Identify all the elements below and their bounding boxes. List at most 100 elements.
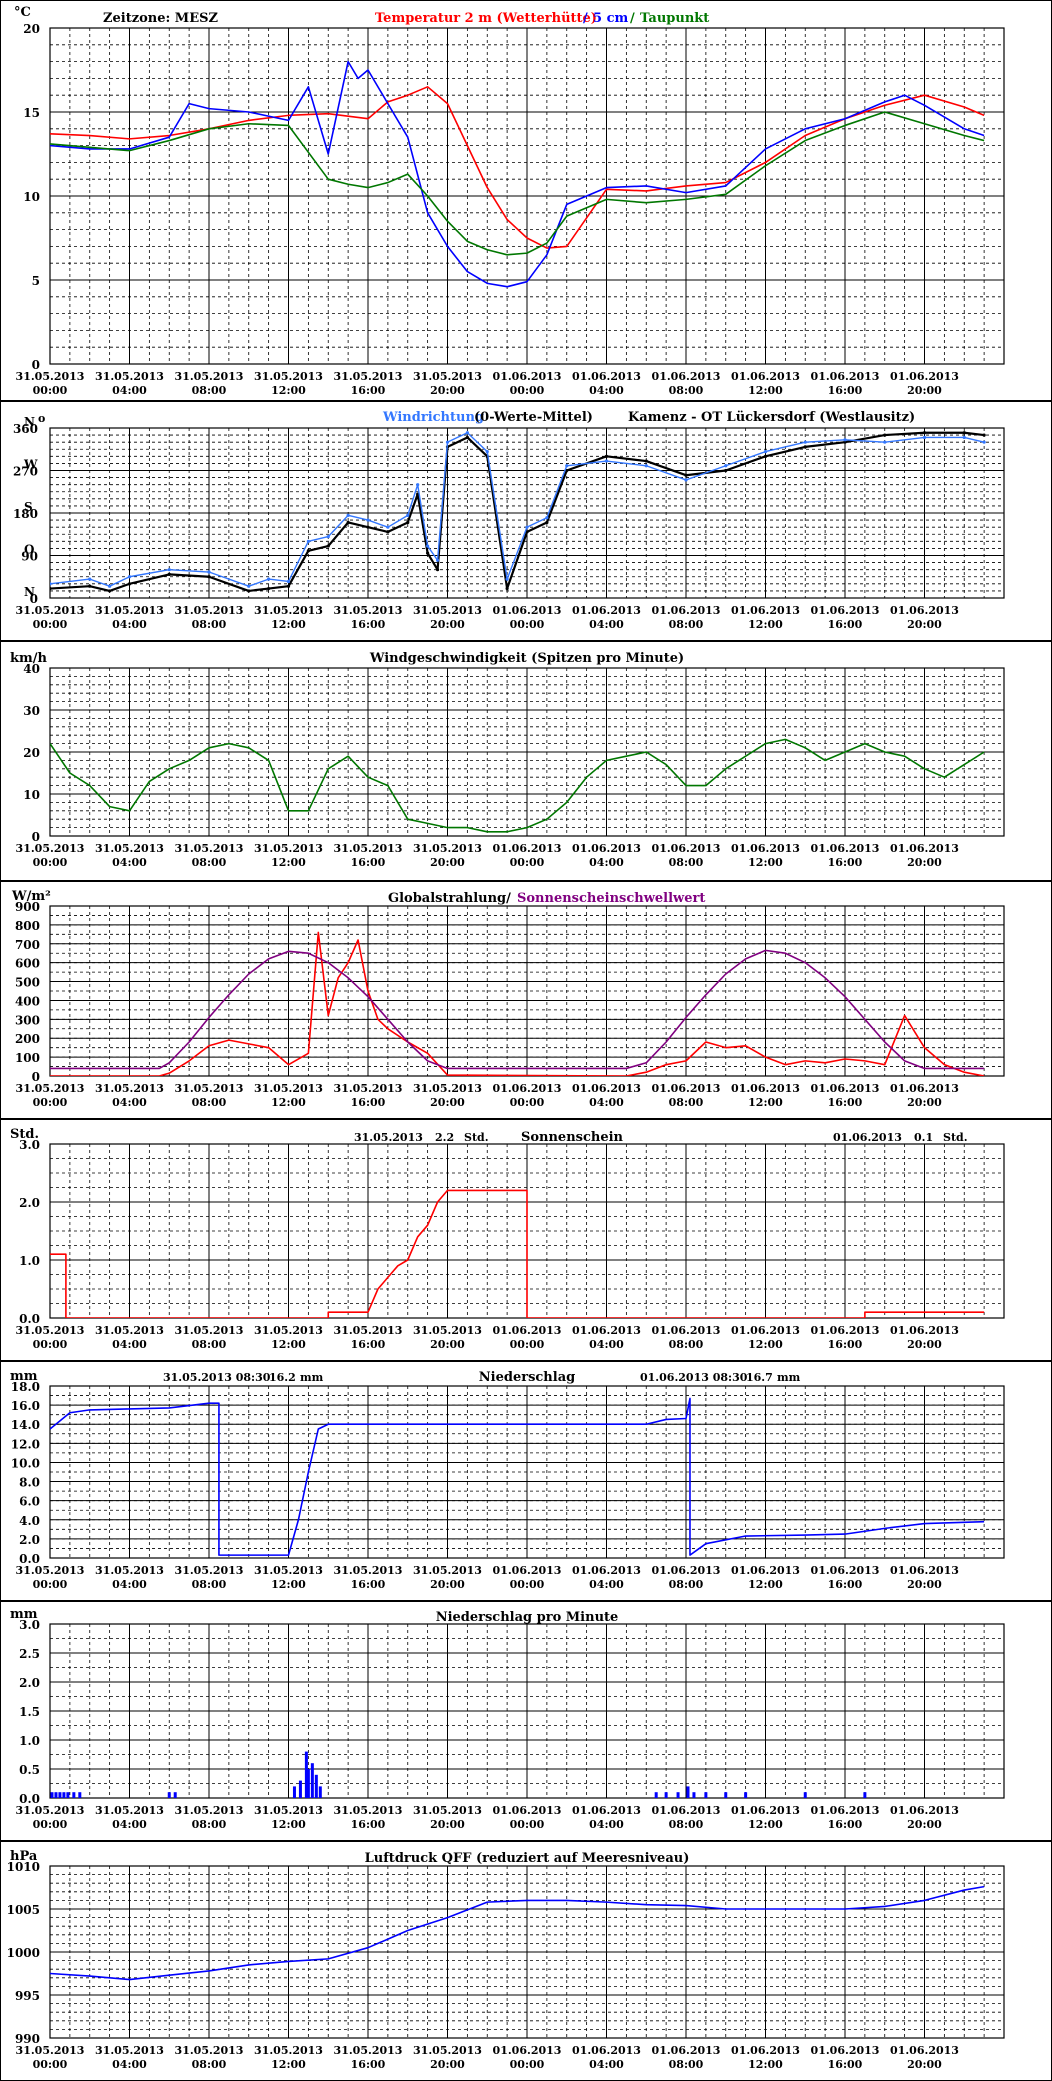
x-tick-date: 31.05.2013 <box>334 604 403 617</box>
data-point <box>525 525 529 529</box>
y-unit-label: mm <box>10 1607 38 1622</box>
x-tick-time: 04:00 <box>589 856 624 869</box>
bar-mark <box>686 1786 690 1798</box>
bar-mark <box>292 1786 296 1798</box>
x-tick-date: 01.06.2013 <box>811 1804 880 1817</box>
x-tick-time: 20:00 <box>907 2058 942 2071</box>
sum-unit: mm <box>777 1371 801 1384</box>
data-point <box>326 544 330 548</box>
x-tick-date: 31.05.2013 <box>175 1564 244 1577</box>
y-tick-label: 4.0 <box>19 1514 40 1528</box>
series-marks <box>50 738 985 833</box>
x-tick-time: 00:00 <box>510 856 545 869</box>
chart-temp: 0 5 10 15 20 °C Zeitzone: MESZ Temperatur 2 m (… <box>0 5 1052 402</box>
direction-label: o <box>38 412 45 425</box>
x-tick-time: 04:00 <box>589 1338 624 1351</box>
x-tick-time: 12:00 <box>748 1578 783 1591</box>
y-tick-label: 995 <box>15 1989 40 2003</box>
x-tick-date: 31.05.2013 <box>413 1082 482 1095</box>
x-tick-date: 01.06.2013 <box>890 1082 959 1095</box>
series-line <box>50 1397 985 1556</box>
x-tick-date: 01.06.2013 <box>731 1082 800 1095</box>
data-point <box>50 586 52 591</box>
data-point <box>207 570 211 574</box>
x-tick-date: 31.05.2013 <box>95 1082 164 1095</box>
sum-date: 31.05.2013 08:30 <box>163 1371 271 1384</box>
x-tick-time: 16:00 <box>828 856 863 869</box>
y-tick-label: 10 <box>23 788 40 802</box>
x-axis-labels: 31.05.201300:0031.05.201304:0031.05.2013… <box>16 604 959 631</box>
data-point <box>982 433 986 437</box>
x-tick-date: 31.05.2013 <box>16 1564 85 1577</box>
y-tick-label: 180 <box>13 507 38 521</box>
bar-mark <box>692 1792 696 1798</box>
x-axis-labels: 31.05.201300:0031.05.201304:0031.05.2013… <box>16 842 959 869</box>
x-tick-time: 08:00 <box>192 384 227 397</box>
x-tick-time: 04:00 <box>589 1578 624 1591</box>
direction-label: O <box>24 543 34 557</box>
chart-title-part: Luftdruck QFF (reduziert auf Meeresnivea… <box>365 1851 690 1866</box>
x-tick-date: 01.06.2013 <box>890 1324 959 1337</box>
x-tick-time: 16:00 <box>351 1338 386 1351</box>
x-tick-time: 16:00 <box>351 384 386 397</box>
x-tick-date: 01.06.2013 <box>572 604 641 617</box>
x-tick-time: 04:00 <box>112 1338 147 1351</box>
x-tick-time: 20:00 <box>430 1338 465 1351</box>
x-tick-time: 12:00 <box>271 1818 306 1831</box>
y-tick-label: 1.0 <box>19 1734 40 1748</box>
x-tick-date: 01.06.2013 <box>652 1324 721 1337</box>
x-tick-date: 31.05.2013 <box>334 1082 403 1095</box>
y-tick-label: 1010 <box>7 1860 40 1874</box>
x-tick-time: 00:00 <box>510 1338 545 1351</box>
x-tick-date: 31.05.2013 <box>254 842 323 855</box>
y-tick-label: 800 <box>15 919 40 933</box>
x-tick-date: 31.05.2013 <box>16 2044 85 2057</box>
chart-title-part: Niederschlag <box>479 1370 575 1385</box>
x-tick-date: 31.05.2013 <box>254 2044 323 2057</box>
data-point <box>286 579 291 584</box>
x-tick-time: 16:00 <box>828 1338 863 1351</box>
x-tick-date: 01.06.2013 <box>731 1804 800 1817</box>
x-tick-time: 00:00 <box>33 618 68 631</box>
x-tick-time: 16:00 <box>351 1096 386 1109</box>
bar-mark <box>744 1792 748 1798</box>
bar-mark <box>310 1763 314 1798</box>
y-tick-label: 6.0 <box>19 1495 40 1509</box>
x-tick-time: 00:00 <box>510 1578 545 1591</box>
x-tick-date: 01.06.2013 <box>731 1324 800 1337</box>
x-tick-time: 12:00 <box>271 384 306 397</box>
bar-mark <box>78 1792 82 1798</box>
y-tick-label: 20 <box>23 22 40 36</box>
x-tick-time: 04:00 <box>589 618 624 631</box>
data-point <box>207 575 211 579</box>
y-unit-label: °C <box>14 5 31 20</box>
x-axis-labels: 31.05.2013 00:00 31.05.2013 04:00 31.05.2013… <box>16 1564 959 1591</box>
data-point <box>406 513 410 517</box>
x-tick-time: 12:00 <box>748 2058 783 2071</box>
x-tick-time: 20:00 <box>430 1578 465 1591</box>
x-tick-date: 31.05.2013 <box>95 1564 164 1577</box>
bar-mark <box>863 1792 867 1798</box>
data-point <box>366 518 370 522</box>
x-tick-date: 01.06.2013 <box>811 370 880 383</box>
bar-mark <box>58 1792 62 1798</box>
data-point <box>416 483 420 487</box>
x-tick-date: 01.06.2013 <box>731 2044 800 2057</box>
data-point <box>883 440 887 444</box>
bar-mark <box>724 1792 728 1798</box>
bar-mark <box>664 1792 668 1798</box>
series-line <box>50 738 985 833</box>
x-tick-time: 12:00 <box>748 856 783 869</box>
data-point <box>922 431 927 435</box>
data-point <box>435 568 440 572</box>
x-tick-time: 12:00 <box>748 1818 783 1831</box>
x-tick-time: 04:00 <box>112 2058 147 2071</box>
x-tick-date: 01.06.2013 <box>493 2044 562 2057</box>
sum-unit: Std. <box>943 1131 968 1144</box>
x-tick-date: 31.05.2013 <box>413 1564 482 1577</box>
x-tick-time: 20:00 <box>430 856 465 869</box>
x-tick-time: 16:00 <box>828 1578 863 1591</box>
x-tick-time: 08:00 <box>669 1818 704 1831</box>
